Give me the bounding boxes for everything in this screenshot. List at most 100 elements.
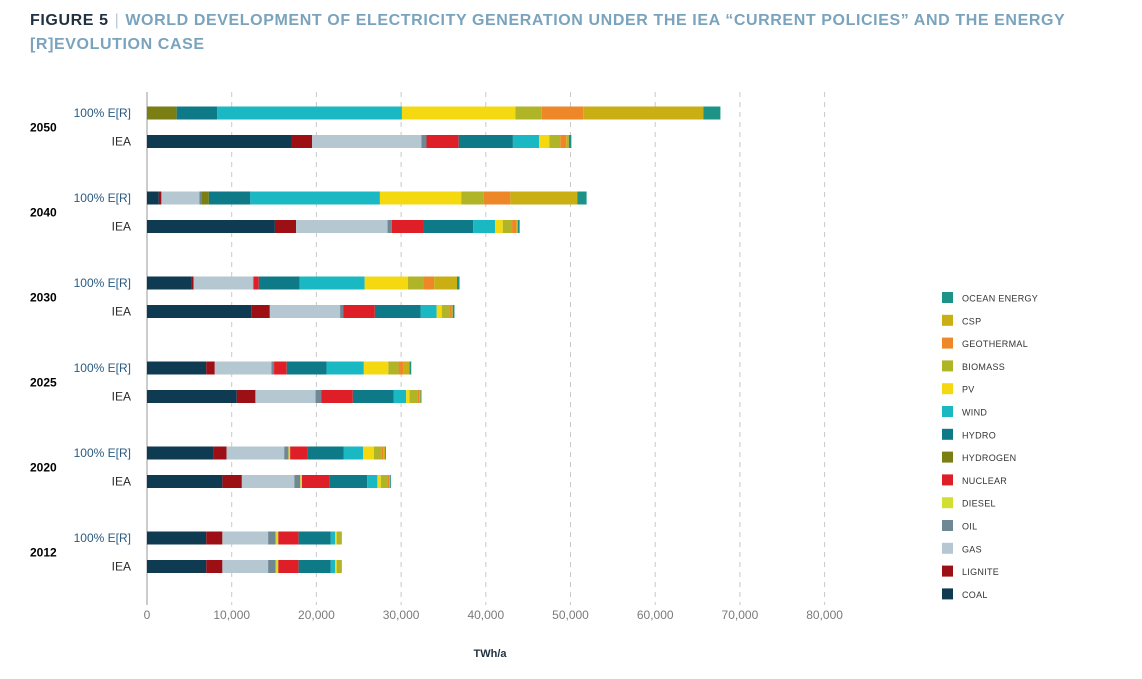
figure-title-text: WORLD DEVELOPMENT OF ELECTRICITY GENERAT… bbox=[30, 12, 1066, 53]
bar-segment-hydro bbox=[458, 135, 513, 148]
bar-segment-hydrogen bbox=[147, 106, 177, 120]
bar-segment-ocean-energy bbox=[452, 305, 455, 318]
case-label: 100% E[R] bbox=[74, 276, 131, 290]
title-separator: | bbox=[114, 12, 120, 29]
bar-segment-geothermal bbox=[512, 220, 517, 233]
bar-segment-wind bbox=[420, 305, 437, 318]
bar-segment-gas bbox=[214, 361, 272, 375]
bar-segment-ocean-energy bbox=[577, 191, 587, 205]
bar-segment-oil bbox=[294, 475, 301, 488]
bar-segment-wind bbox=[217, 106, 402, 120]
bar-segment-lignite bbox=[236, 390, 256, 403]
bar-segment-hydrogen bbox=[201, 191, 209, 205]
bar-segment-biomass bbox=[515, 106, 542, 120]
bar-segment-csp bbox=[383, 446, 386, 460]
bar-segment-nuclear bbox=[321, 390, 353, 403]
bar-segment-geothermal bbox=[340, 560, 342, 573]
bar-segment-coal bbox=[147, 220, 275, 233]
case-label: 100% E[R] bbox=[74, 446, 131, 460]
bar-segment-ocean-energy bbox=[420, 390, 422, 403]
legend-label-coal: COAL bbox=[962, 590, 988, 600]
bar-segment-gas bbox=[226, 446, 285, 460]
bar-segment-biomass bbox=[373, 446, 382, 460]
bar-segment-csp bbox=[583, 106, 704, 120]
bar-segment-oil bbox=[284, 446, 289, 460]
bar-segment-wind bbox=[326, 361, 364, 375]
case-label: IEA bbox=[112, 560, 131, 574]
bar-segment-hydro bbox=[307, 446, 344, 460]
bar-segment-lignite bbox=[206, 531, 223, 545]
bar-segment-coal bbox=[147, 560, 207, 573]
bar-segment-pv bbox=[335, 560, 337, 573]
bar-segment-hydro bbox=[329, 475, 368, 488]
bar-segment-oil bbox=[268, 531, 276, 545]
bar-segment-biomass bbox=[502, 220, 513, 233]
year-label: 2040 bbox=[30, 205, 57, 219]
bar-segment-biomass bbox=[461, 191, 484, 205]
legend-swatch-wind bbox=[942, 406, 953, 417]
bar-segment-biomass bbox=[336, 560, 341, 573]
year-label: 2012 bbox=[30, 545, 57, 559]
bar-segment-pv bbox=[436, 305, 442, 318]
legend-swatch-ocean-energy bbox=[942, 292, 953, 303]
bar-segment-nuclear bbox=[343, 305, 375, 318]
bar-segment-hydro bbox=[352, 390, 394, 403]
bar-segment-wind bbox=[330, 560, 336, 573]
x-tick-label: 10,000 bbox=[213, 608, 250, 622]
bar-segment-oil bbox=[421, 135, 427, 148]
x-tick-label: 80,000 bbox=[806, 608, 843, 622]
figure-label: FIGURE 5 bbox=[30, 12, 109, 29]
case-label: IEA bbox=[112, 305, 131, 319]
bar-segment-gas bbox=[193, 276, 253, 290]
case-label: 100% E[R] bbox=[74, 531, 131, 545]
bar-segment-csp bbox=[451, 305, 453, 318]
case-label: IEA bbox=[112, 390, 131, 404]
legend-label-biomass: BIOMASS bbox=[962, 362, 1005, 372]
bar-segment-pv bbox=[495, 220, 503, 233]
legend-swatch-lignite bbox=[942, 565, 953, 577]
legend-swatch-oil bbox=[942, 520, 953, 531]
legend-swatch-nuclear bbox=[942, 474, 953, 486]
bar-segment-ocean-energy bbox=[390, 475, 391, 488]
legend-label-hydro: HYDRO bbox=[962, 430, 996, 440]
legend-swatch-hydrogen bbox=[942, 451, 953, 463]
bar-segment-pv bbox=[401, 106, 516, 120]
bar-segment-hydro bbox=[298, 531, 331, 545]
bar-segment-geothermal bbox=[398, 361, 404, 375]
bar-segment-geothermal bbox=[387, 475, 390, 488]
bar-segment-oil bbox=[315, 390, 322, 403]
bar-segment-csp bbox=[434, 276, 458, 290]
bar-segment-ocean-energy bbox=[517, 220, 520, 233]
bar-segment-coal bbox=[147, 531, 207, 545]
bar-segment-biomass bbox=[441, 305, 450, 318]
bar-segment-geothermal bbox=[423, 276, 435, 290]
bar-segment-hydro bbox=[176, 106, 218, 120]
bar-segment-csp bbox=[516, 220, 518, 233]
legend-label-diesel: DIESEL bbox=[962, 499, 996, 509]
bar-segment-geothermal bbox=[541, 106, 584, 120]
legend-swatch-pv bbox=[942, 383, 953, 395]
bar-segment-csp bbox=[419, 390, 421, 403]
bar-segment-gas bbox=[269, 305, 341, 318]
x-tick-label: 30,000 bbox=[383, 608, 420, 622]
bar-segment-lignite bbox=[213, 446, 227, 460]
case-label: 100% E[R] bbox=[74, 106, 131, 120]
bar-segment-pv bbox=[335, 531, 337, 545]
bar-segment-biomass bbox=[336, 531, 341, 545]
bar-segment-pv bbox=[377, 475, 381, 488]
bar-segment-biomass bbox=[549, 135, 561, 148]
bar-segment-pv bbox=[364, 276, 408, 290]
legend-label-geothermal: GEOTHERMAL bbox=[962, 339, 1028, 349]
legend-label-hydrogen: HYDROGEN bbox=[962, 453, 1016, 463]
bar-segment-lignite bbox=[274, 220, 297, 233]
bar-segment-hydro bbox=[258, 276, 300, 290]
bar-segment-wind bbox=[343, 446, 363, 460]
bar-segment-coal bbox=[147, 446, 214, 460]
bar-segment-oil bbox=[268, 560, 276, 573]
bar-segment-lignite bbox=[222, 475, 242, 488]
year-label: 2050 bbox=[30, 120, 57, 134]
bar-segment-coal bbox=[147, 276, 192, 290]
bar-segment-coal bbox=[147, 390, 237, 403]
year-label: 2020 bbox=[30, 460, 57, 474]
